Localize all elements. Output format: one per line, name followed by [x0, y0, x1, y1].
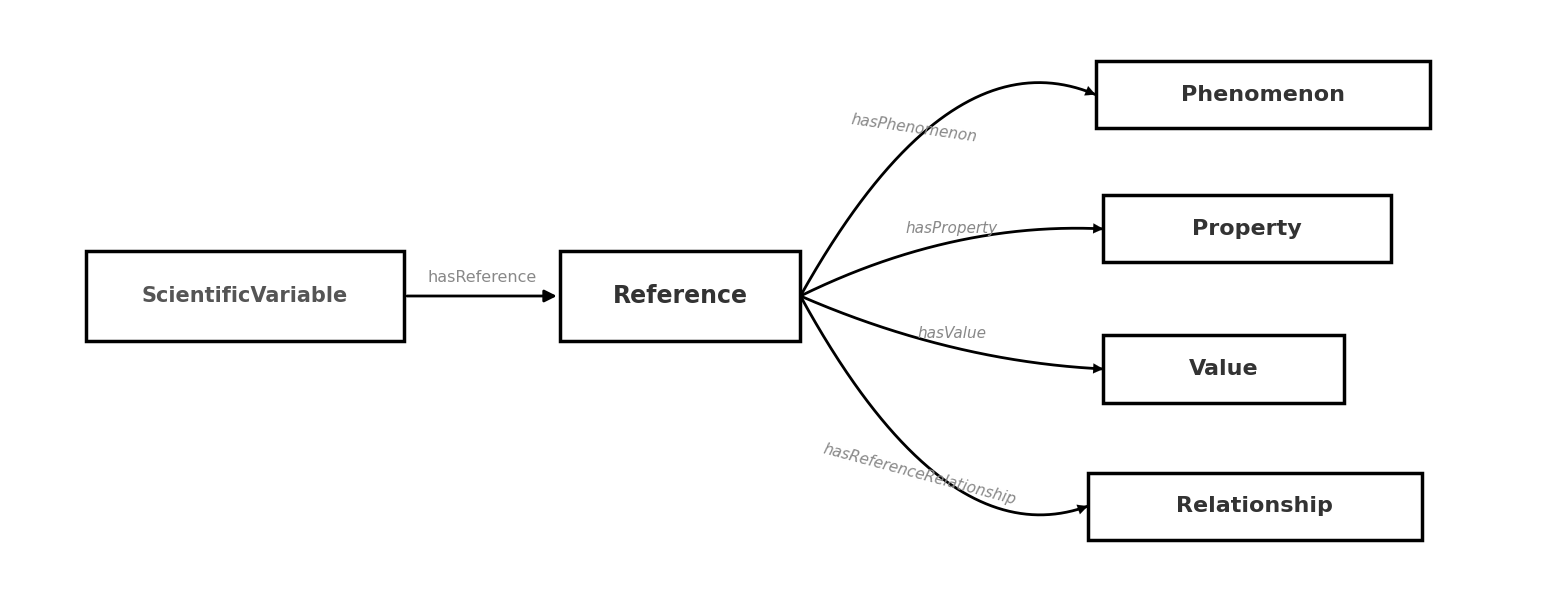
FancyBboxPatch shape: [559, 251, 800, 341]
Text: hasReferenceRelationship: hasReferenceRelationship: [822, 441, 1017, 507]
Text: Phenomenon: Phenomenon: [1181, 85, 1345, 105]
Text: Property: Property: [1192, 219, 1303, 239]
FancyBboxPatch shape: [86, 251, 405, 341]
Text: Reference: Reference: [612, 284, 748, 308]
FancyBboxPatch shape: [1087, 472, 1421, 540]
Text: hasReference: hasReference: [428, 271, 536, 285]
Text: Relationship: Relationship: [1176, 496, 1334, 516]
FancyBboxPatch shape: [1103, 336, 1345, 403]
Text: hasProperty: hasProperty: [906, 221, 998, 236]
FancyBboxPatch shape: [1095, 61, 1429, 128]
Text: hasValue: hasValue: [917, 326, 987, 341]
Text: hasPhenomenon: hasPhenomenon: [850, 112, 978, 144]
Text: ScientificVariable: ScientificVariable: [142, 286, 348, 306]
Text: Value: Value: [1189, 359, 1259, 379]
FancyBboxPatch shape: [1103, 195, 1390, 262]
